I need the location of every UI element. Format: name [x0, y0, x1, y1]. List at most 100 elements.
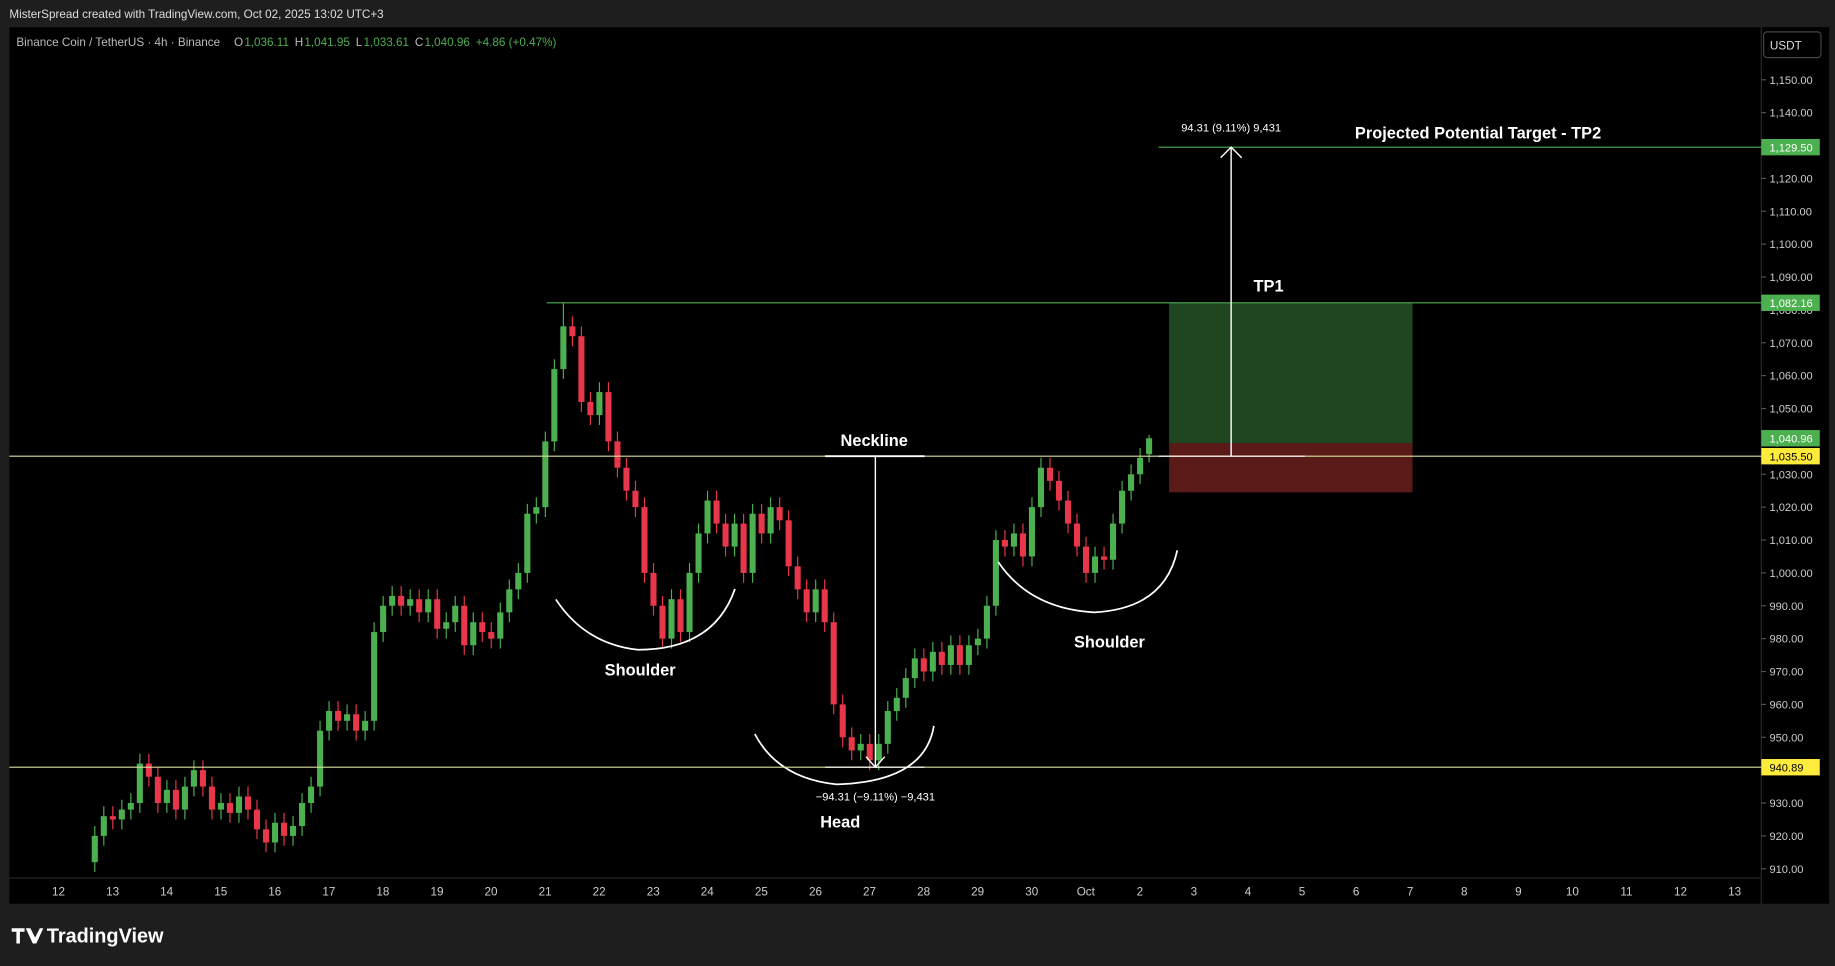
- x-tick-label: 11: [1620, 886, 1632, 899]
- candle-body: [515, 572, 522, 590]
- x-tick-label: 30: [1025, 886, 1039, 899]
- candle-body: [118, 809, 125, 820]
- candle-body: [875, 743, 882, 761]
- candle-body: [965, 645, 972, 665]
- measure-label: 94.31 (9.11%) 9,431: [1181, 122, 1281, 134]
- x-tick-label: 24: [701, 886, 715, 899]
- candle-body: [100, 816, 107, 836]
- candle-body: [434, 599, 441, 629]
- y-tick-label: 1,010.00: [1769, 535, 1812, 547]
- price-tag-label: 1,129.50: [1769, 142, 1812, 154]
- x-tick-label: 8: [1461, 886, 1468, 899]
- x-tick-label: 22: [593, 886, 606, 899]
- candle-body: [812, 589, 819, 613]
- y-tick-label: 1,050.00: [1769, 404, 1812, 416]
- x-tick-label: 9: [1515, 886, 1522, 899]
- x-tick-label: 17: [322, 886, 335, 899]
- currency-box: [1763, 31, 1822, 59]
- candle-body: [704, 500, 711, 534]
- ohlc-change: +4.86 (+0.47%): [476, 36, 557, 49]
- x-tick-label: 5: [1299, 886, 1306, 899]
- candle-body: [416, 599, 423, 613]
- left-shoulder-arc: [555, 588, 736, 651]
- x-tick-label: 21: [539, 886, 552, 899]
- candle-body: [91, 835, 98, 863]
- candle-body: [127, 803, 134, 810]
- y-tick-label: 1,150.00: [1769, 75, 1812, 87]
- y-tick-label: 980.00: [1769, 634, 1803, 646]
- candle-body: [262, 829, 270, 843]
- candle-body: [839, 704, 846, 738]
- x-tick-label: 6: [1353, 886, 1360, 899]
- ohlc-legend: O 1,036.11 H 1,041.95 L 1,033.61 C 1,040.96 +4.8…: [234, 36, 556, 49]
- candle-body: [920, 658, 927, 672]
- annotation: Neckline: [841, 432, 908, 450]
- candle-body: [605, 392, 612, 442]
- candle-body: [199, 770, 206, 787]
- candle-body: [794, 566, 801, 590]
- x-tick-label: 23: [647, 886, 660, 899]
- x-tick-label: 12: [52, 886, 65, 899]
- candle-body: [587, 401, 594, 416]
- candle-body: [181, 786, 188, 810]
- candle-body: [929, 651, 936, 672]
- candle-body: [1010, 533, 1017, 547]
- candle-body: [650, 572, 657, 606]
- y-tick-label: 960.00: [1769, 699, 1803, 711]
- y-tick-label: 920.00: [1769, 831, 1803, 843]
- candle-body: [479, 622, 486, 633]
- candle-body: [659, 605, 666, 639]
- y-tick-label: 1,140.00: [1769, 108, 1812, 120]
- candle-body: [380, 605, 387, 633]
- credit: MisterSpread created with TradingView.co…: [9, 8, 383, 21]
- y-tick-label: 1,070.00: [1769, 338, 1812, 350]
- currency: USDT: [1770, 39, 1802, 52]
- candle-body: [407, 599, 414, 606]
- ohlc-value: 1,040.96: [424, 36, 470, 49]
- annotation: Shoulder: [1074, 633, 1146, 651]
- candle-body: [596, 392, 603, 416]
- candle-body: [560, 326, 567, 370]
- candle-body: [172, 789, 179, 810]
- candle-body: [785, 520, 792, 567]
- candle-body: [335, 710, 342, 721]
- y-tick-label: 1,110.00: [1769, 206, 1811, 218]
- price-tag-label: 1,082.16: [1769, 298, 1812, 310]
- candle-body: [533, 507, 540, 514]
- candle-body: [776, 507, 783, 521]
- symbol: Binance Coin / TetherUS · 4h · Binance: [16, 36, 220, 49]
- x-tick-label: 26: [809, 886, 822, 899]
- candle-body: [1001, 540, 1008, 547]
- x-tick-label: 3: [1191, 886, 1198, 899]
- candle-body: [163, 789, 170, 804]
- ohlc-value: 1,036.11: [244, 36, 289, 49]
- candle-body: [208, 786, 215, 810]
- y-tick-label: 990.00: [1769, 601, 1803, 613]
- candle-body: [758, 513, 765, 534]
- candle-body: [623, 467, 630, 491]
- candle-body: [938, 651, 945, 665]
- candle-body: [425, 599, 432, 613]
- candle-body: [1091, 556, 1099, 573]
- x-tick-label: 18: [376, 886, 389, 899]
- candle-body: [452, 605, 459, 623]
- x-tick-label: 20: [485, 886, 499, 899]
- candle-body: [893, 697, 900, 711]
- candle-body: [641, 507, 648, 573]
- ohlc-key: O: [234, 36, 243, 49]
- candle-body: [443, 622, 450, 629]
- ohlc-key: L: [356, 36, 363, 49]
- candle-body: [1064, 500, 1072, 524]
- brand: TradingView: [47, 925, 164, 947]
- ohlc-key: C: [415, 36, 423, 49]
- candle-body: [506, 589, 513, 613]
- price-tag: [1761, 294, 1820, 311]
- candle-body: [398, 595, 405, 606]
- x-tick-label: 16: [268, 886, 281, 899]
- candle-body: [145, 763, 152, 777]
- candle-body: [542, 441, 549, 508]
- price-tag: [1761, 447, 1820, 465]
- candle-body: [344, 714, 351, 721]
